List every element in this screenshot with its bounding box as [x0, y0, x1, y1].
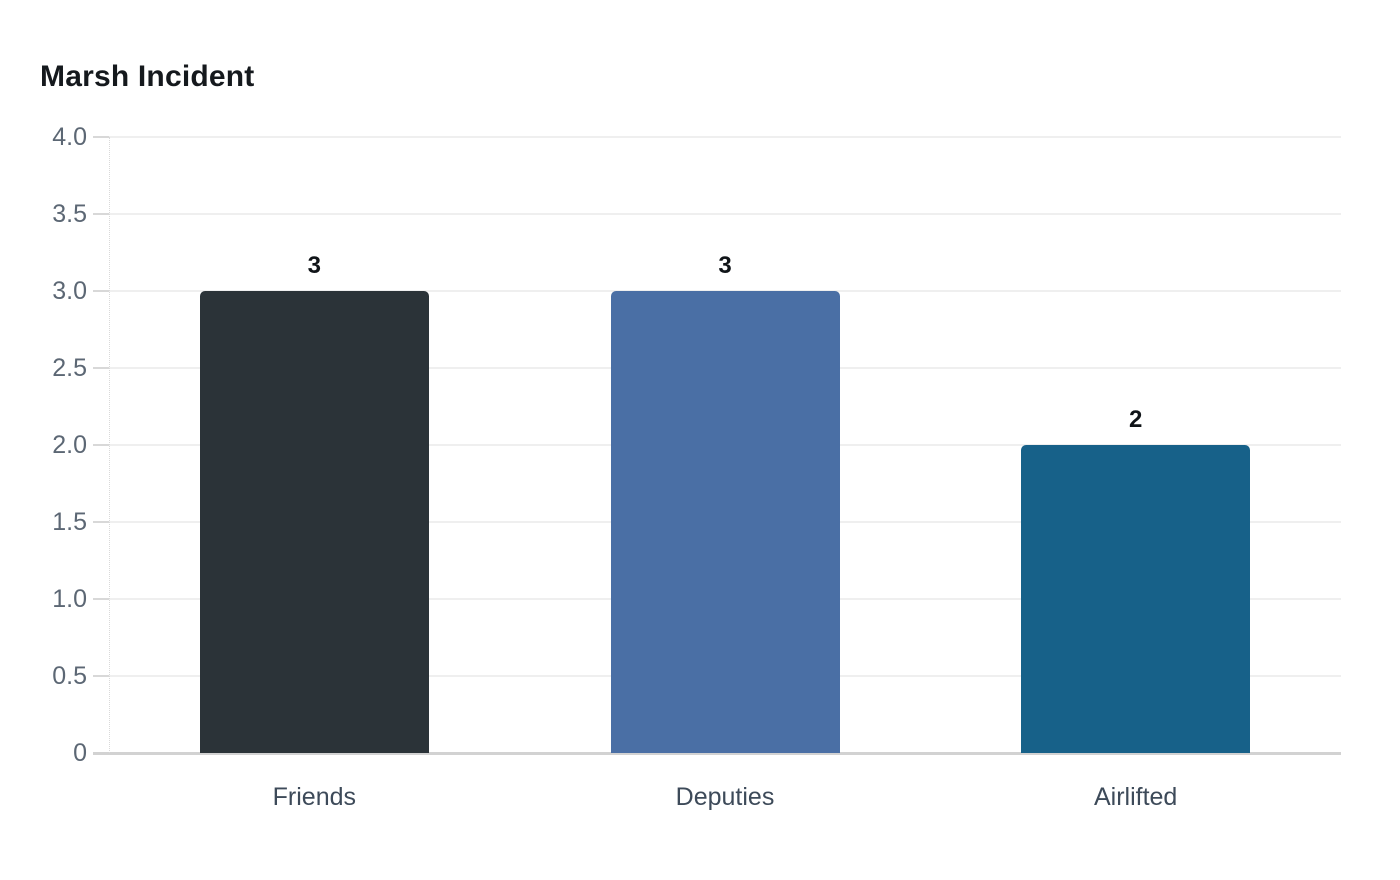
y-axis-line — [109, 137, 110, 753]
bar-friends — [199, 291, 429, 753]
bar-value-label-airlifted: 2 — [1128, 406, 1143, 433]
y-tick-mark — [93, 675, 109, 677]
gridline-y3.5 — [109, 213, 1341, 215]
x-axis-baseline — [93, 751, 1341, 755]
y-axis-tick-label: 0.5 — [52, 662, 87, 690]
bar-deputies — [610, 291, 840, 753]
y-axis-tick-label: 0 — [73, 739, 87, 767]
x-axis-label-deputies: Deputies — [675, 783, 775, 811]
y-tick-mark — [93, 136, 109, 138]
bar-value-label-deputies: 3 — [718, 252, 732, 279]
y-tick-mark — [93, 521, 109, 523]
y-axis-tick-label: 2.0 — [52, 431, 87, 459]
y-axis-tick-label: 1.0 — [52, 585, 87, 613]
x-axis-label-airlifted: Airlifted — [1093, 783, 1178, 811]
chart-title: Marsh Incident — [40, 60, 255, 93]
y-tick-mark — [93, 598, 109, 600]
y-tick-mark — [93, 444, 109, 446]
y-tick-mark — [93, 367, 109, 369]
bar-value-label-friends: 3 — [307, 252, 321, 279]
y-axis-tick-label: 1.5 — [52, 508, 87, 536]
bar-airlifted — [1021, 445, 1251, 753]
gridline-y4.0 — [109, 136, 1341, 138]
y-axis-tick-label: 3.0 — [52, 277, 87, 305]
y-axis-tick-label: 3.5 — [52, 200, 87, 228]
y-tick-mark — [93, 213, 109, 215]
x-axis-label-friends: Friends — [272, 783, 357, 811]
y-axis-tick-label: 2.5 — [52, 354, 87, 382]
y-axis-tick-label: 4.0 — [52, 123, 87, 151]
y-tick-mark — [93, 290, 109, 292]
